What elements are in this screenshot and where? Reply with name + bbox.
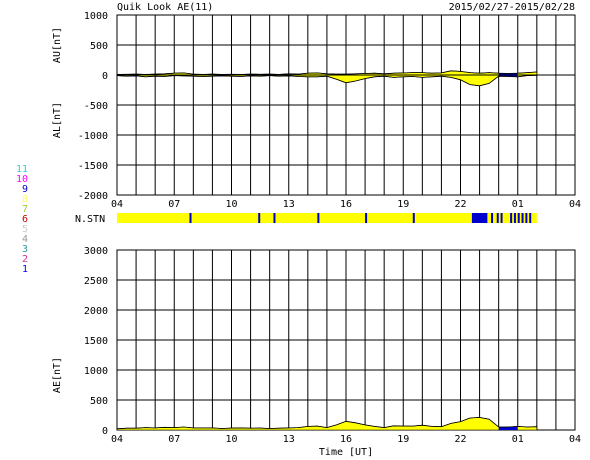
station-change-mark <box>365 213 368 223</box>
date-range: 2015/02/27-2015/02/28 <box>449 2 575 13</box>
ae-xtick-label: 19 <box>397 434 409 445</box>
station-change-mark <box>517 213 520 223</box>
au-al-xtick-label: 13 <box>283 199 295 210</box>
au-al-ytick-label: -500 <box>84 101 108 112</box>
legend-entry: 10 <box>16 174 28 185</box>
station-change-mark <box>525 213 528 223</box>
au-al-xtick-label: 04 <box>111 199 123 210</box>
ae-ytick-label: 3000 <box>84 246 108 257</box>
station-strip-label: N.STN <box>75 214 105 225</box>
ae-xtick-label: 16 <box>340 434 352 445</box>
ae-xtick-label: 04 <box>111 434 123 445</box>
station-change-mark <box>189 213 192 223</box>
au-al-ytick-label: -2000 <box>78 191 108 202</box>
au-al-ytick-label: 1000 <box>84 11 108 22</box>
al-axis-label: AL[nT] <box>52 102 63 138</box>
au-al-xtick-label: 01 <box>512 199 524 210</box>
station-strip: N.STN <box>75 213 537 225</box>
chart-title: Quik Look AE(11) <box>117 2 213 13</box>
au-al-xtick-label: 07 <box>168 199 180 210</box>
ae-ytick-label: 2000 <box>84 306 108 317</box>
au-al-ytick-label: 0 <box>102 71 108 82</box>
au-al-ytick-label: -1000 <box>78 131 108 142</box>
station-change-block <box>471 213 488 223</box>
au-al-xtick-label: 10 <box>225 199 237 210</box>
station-change-mark <box>317 213 320 223</box>
station-change-mark <box>513 213 516 223</box>
ae-axis-label: AE[nT] <box>52 357 63 393</box>
legend-entry: 5 <box>22 224 28 235</box>
station-change-mark <box>496 213 499 223</box>
station-change-mark <box>273 213 276 223</box>
ae-ytick-label: 2500 <box>84 276 108 287</box>
ae-ytick-label: 1500 <box>84 336 108 347</box>
ae-xtick-label: 04 <box>569 434 581 445</box>
legend-entry: 11 <box>16 164 28 175</box>
station-change-mark <box>412 213 415 223</box>
station-change-mark <box>529 213 532 223</box>
station-strip-bar <box>117 213 537 223</box>
x-axis-label: Time [UT] <box>319 447 373 458</box>
legend-entry: 7 <box>22 204 28 215</box>
station-change-mark <box>510 213 513 223</box>
au-al-xtick-label: 19 <box>397 199 409 210</box>
legend-entry: 2 <box>22 254 28 265</box>
station-change-mark <box>521 213 524 223</box>
legend-entry: 3 <box>22 244 28 255</box>
ae-xtick-label: 10 <box>225 434 237 445</box>
ae-xtick-label: 07 <box>168 434 180 445</box>
au-al-ytick-label: 500 <box>90 41 108 52</box>
legend-entry: 6 <box>22 214 28 225</box>
station-change-mark <box>258 213 261 223</box>
au-al-ytick-label: -1500 <box>78 161 108 172</box>
ae-xtick-label: 01 <box>512 434 524 445</box>
legend-entry: 9 <box>22 184 28 195</box>
au-axis-label: AU[nT] <box>52 27 63 63</box>
ae-ytick-label: 0 <box>102 426 108 437</box>
au-al-xtick-label: 04 <box>569 199 581 210</box>
au-al-xtick-label: 22 <box>454 199 466 210</box>
legend-entry: 4 <box>22 234 28 245</box>
al-series-line <box>116 74 537 87</box>
ae-xtick-label: 22 <box>454 434 466 445</box>
au-series-line <box>116 70 537 75</box>
au-al-frame <box>116 14 576 196</box>
ae-xtick-label: 13 <box>283 434 295 445</box>
station-change-mark <box>491 213 494 223</box>
ae-series-line <box>116 416 537 430</box>
station-change-mark <box>500 213 503 223</box>
ae-ytick-label: 1000 <box>84 366 108 377</box>
legend-entry: 8 <box>22 194 28 205</box>
ae-ytick-label: 500 <box>90 396 108 407</box>
legend-entry: 1 <box>22 264 28 275</box>
au-al-xtick-label: 16 <box>340 199 352 210</box>
